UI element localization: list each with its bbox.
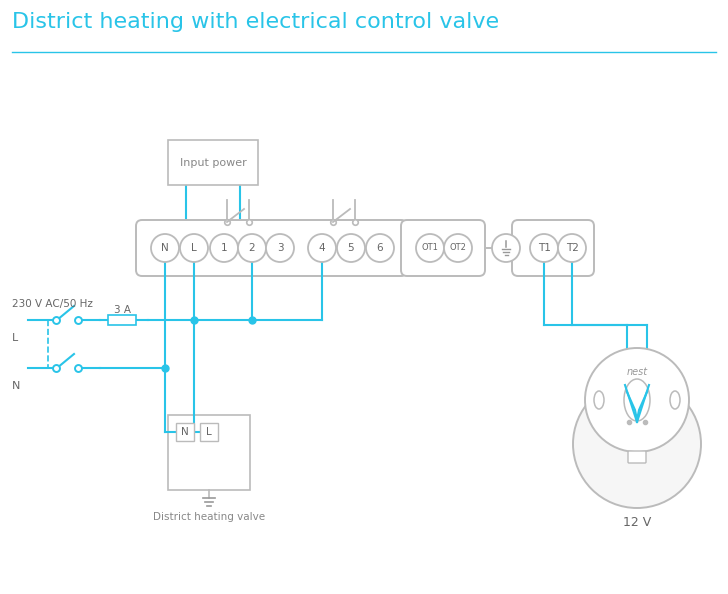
Text: T2: T2 xyxy=(566,243,579,253)
Text: 3: 3 xyxy=(277,243,283,253)
Circle shape xyxy=(308,234,336,262)
Text: 4: 4 xyxy=(319,243,325,253)
FancyBboxPatch shape xyxy=(168,415,250,490)
Text: 5: 5 xyxy=(348,243,355,253)
Text: L: L xyxy=(12,333,18,343)
Circle shape xyxy=(151,234,179,262)
Text: 6: 6 xyxy=(376,243,384,253)
Circle shape xyxy=(337,234,365,262)
Text: L: L xyxy=(191,243,197,253)
Text: nest: nest xyxy=(629,440,645,448)
Text: N: N xyxy=(161,243,169,253)
Circle shape xyxy=(266,234,294,262)
FancyBboxPatch shape xyxy=(176,423,194,441)
Circle shape xyxy=(558,234,586,262)
Ellipse shape xyxy=(670,391,680,409)
FancyBboxPatch shape xyxy=(108,315,136,325)
Circle shape xyxy=(416,234,444,262)
Ellipse shape xyxy=(594,391,604,409)
Text: nest: nest xyxy=(626,367,648,377)
Circle shape xyxy=(530,234,558,262)
Text: 12 V: 12 V xyxy=(623,516,651,529)
Text: 1: 1 xyxy=(221,243,227,253)
FancyBboxPatch shape xyxy=(628,451,646,463)
FancyBboxPatch shape xyxy=(136,220,407,276)
Circle shape xyxy=(573,380,701,508)
Circle shape xyxy=(492,234,520,262)
Circle shape xyxy=(366,234,394,262)
Text: OT1: OT1 xyxy=(422,244,438,252)
Circle shape xyxy=(210,234,238,262)
Text: District heating with electrical control valve: District heating with electrical control… xyxy=(12,12,499,32)
Circle shape xyxy=(238,234,266,262)
Text: District heating valve: District heating valve xyxy=(153,512,265,522)
Circle shape xyxy=(180,234,208,262)
Circle shape xyxy=(444,234,472,262)
Text: 2: 2 xyxy=(249,243,256,253)
Text: T1: T1 xyxy=(537,243,550,253)
Ellipse shape xyxy=(624,379,650,421)
Text: 230 V AC/50 Hz: 230 V AC/50 Hz xyxy=(12,299,93,309)
Text: N: N xyxy=(12,381,20,391)
Circle shape xyxy=(585,348,689,452)
FancyBboxPatch shape xyxy=(168,140,258,185)
FancyBboxPatch shape xyxy=(512,220,594,276)
Text: N: N xyxy=(181,427,189,437)
Text: Input power: Input power xyxy=(180,157,246,168)
Text: L: L xyxy=(206,427,212,437)
FancyBboxPatch shape xyxy=(401,220,485,276)
FancyBboxPatch shape xyxy=(200,423,218,441)
Text: OT2: OT2 xyxy=(450,244,467,252)
Text: 3 A: 3 A xyxy=(114,305,130,315)
